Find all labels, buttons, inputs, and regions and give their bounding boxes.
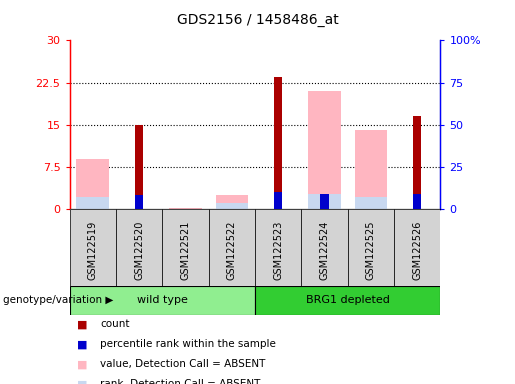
Bar xyxy=(308,194,341,209)
Text: GSM122524: GSM122524 xyxy=(319,220,330,280)
Text: GSM122523: GSM122523 xyxy=(273,220,283,280)
Text: rank, Detection Call = ABSENT: rank, Detection Call = ABSENT xyxy=(100,379,261,384)
Text: GSM122521: GSM122521 xyxy=(180,220,191,280)
Bar xyxy=(70,209,116,286)
Bar xyxy=(169,208,202,209)
Text: value, Detection Call = ABSENT: value, Detection Call = ABSENT xyxy=(100,359,266,369)
Text: GDS2156 / 1458486_at: GDS2156 / 1458486_at xyxy=(177,13,338,27)
Bar xyxy=(354,131,387,209)
Bar xyxy=(209,209,255,286)
Bar xyxy=(162,209,209,286)
Text: GSM122519: GSM122519 xyxy=(88,221,98,280)
Text: BRG1 depleted: BRG1 depleted xyxy=(306,295,389,306)
Text: ■: ■ xyxy=(77,339,88,349)
Bar xyxy=(274,77,282,209)
Bar xyxy=(76,159,109,209)
Bar xyxy=(348,209,394,286)
Bar xyxy=(135,195,143,209)
Bar xyxy=(70,286,255,315)
Bar xyxy=(215,195,248,209)
Bar xyxy=(135,125,143,209)
Text: GSM122520: GSM122520 xyxy=(134,220,144,280)
Text: ■: ■ xyxy=(77,319,88,329)
Text: GSM122525: GSM122525 xyxy=(366,220,376,280)
Text: GSM122522: GSM122522 xyxy=(227,220,237,280)
Bar xyxy=(116,209,162,286)
Text: wild type: wild type xyxy=(137,295,187,306)
Text: percentile rank within the sample: percentile rank within the sample xyxy=(100,339,277,349)
Text: GSM122526: GSM122526 xyxy=(412,220,422,280)
Text: count: count xyxy=(100,319,130,329)
Bar xyxy=(255,209,301,286)
Text: genotype/variation ▶: genotype/variation ▶ xyxy=(3,295,113,306)
Text: ■: ■ xyxy=(77,359,88,369)
Bar xyxy=(413,194,421,209)
Bar xyxy=(215,204,248,209)
Bar xyxy=(394,209,440,286)
Bar xyxy=(255,286,440,315)
Bar xyxy=(320,194,329,209)
Bar xyxy=(308,91,341,209)
Bar xyxy=(76,197,109,209)
Bar xyxy=(301,209,348,286)
Bar xyxy=(354,197,387,209)
Text: ■: ■ xyxy=(77,379,88,384)
Bar xyxy=(274,192,282,209)
Bar xyxy=(413,116,421,209)
